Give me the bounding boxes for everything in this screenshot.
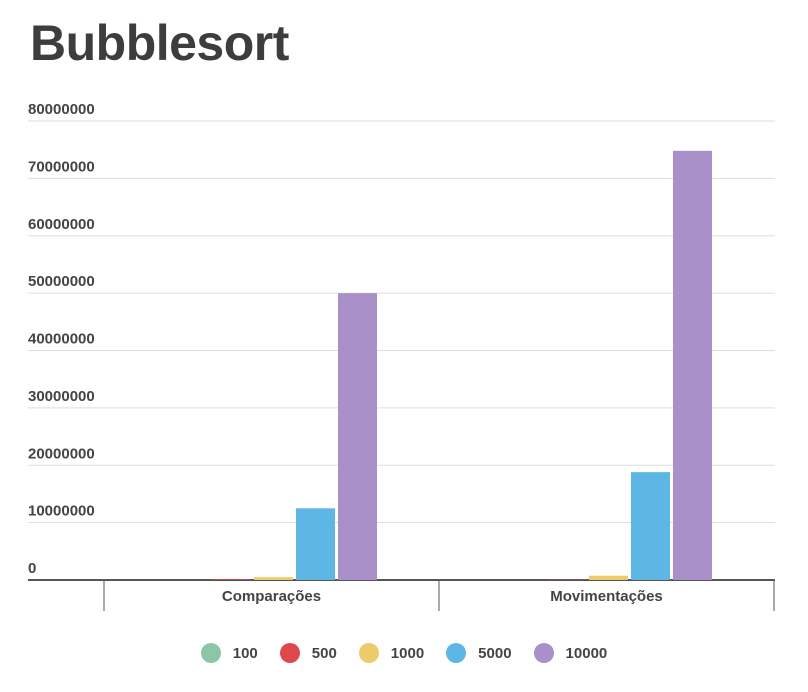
bar-1000-movimentacoes: [589, 575, 628, 580]
legend-label: 1000: [390, 644, 425, 662]
bar-5000-movimentacoes: [631, 472, 670, 580]
legend-swatch: [446, 643, 467, 663]
bar-10000-comparacoes: [338, 293, 377, 580]
legend-item: 1000: [358, 643, 425, 663]
legend-swatch: [358, 643, 379, 663]
legend-item: 5000: [446, 643, 512, 663]
y-tick-label: 60000000: [28, 216, 95, 233]
legend-swatch: [279, 643, 300, 663]
y-tick-label: 0: [28, 560, 36, 577]
legend-item: 100: [200, 643, 258, 663]
category-label: Comparações: [222, 588, 321, 605]
y-tick-label: 10000000: [28, 503, 95, 520]
bar-1000-comparacoes: [254, 577, 293, 580]
legend-label: 100: [232, 644, 258, 662]
legend-swatch: [533, 643, 554, 663]
legend-label: 10000: [565, 644, 608, 662]
bar-5000-comparacoes: [296, 508, 335, 580]
y-tick-label: 30000000: [28, 388, 95, 405]
bar-chart: 0 10000000 20000000 30000000 40000000 5000000…: [28, 101, 775, 611]
bar-500-comparacoes: [212, 579, 251, 580]
chart-legend: 100 500 1000 5000 10000: [0, 640, 808, 666]
chart-title: Bubblesort: [30, 15, 289, 71]
y-tick-label: 80000000: [28, 101, 95, 118]
legend-swatch: [200, 643, 221, 663]
legend-item: 10000: [533, 643, 608, 663]
legend-item: 500: [279, 643, 337, 663]
bar-10000-movimentacoes: [673, 150, 712, 580]
legend-label: 5000: [478, 644, 512, 662]
legend-label: 500: [311, 644, 337, 662]
y-tick-label: 20000000: [28, 445, 95, 462]
y-tick-label: 40000000: [28, 331, 95, 348]
y-tick-label: 50000000: [28, 273, 95, 290]
category-label: Movimentações: [550, 588, 663, 605]
y-tick-label: 70000000: [28, 158, 95, 175]
